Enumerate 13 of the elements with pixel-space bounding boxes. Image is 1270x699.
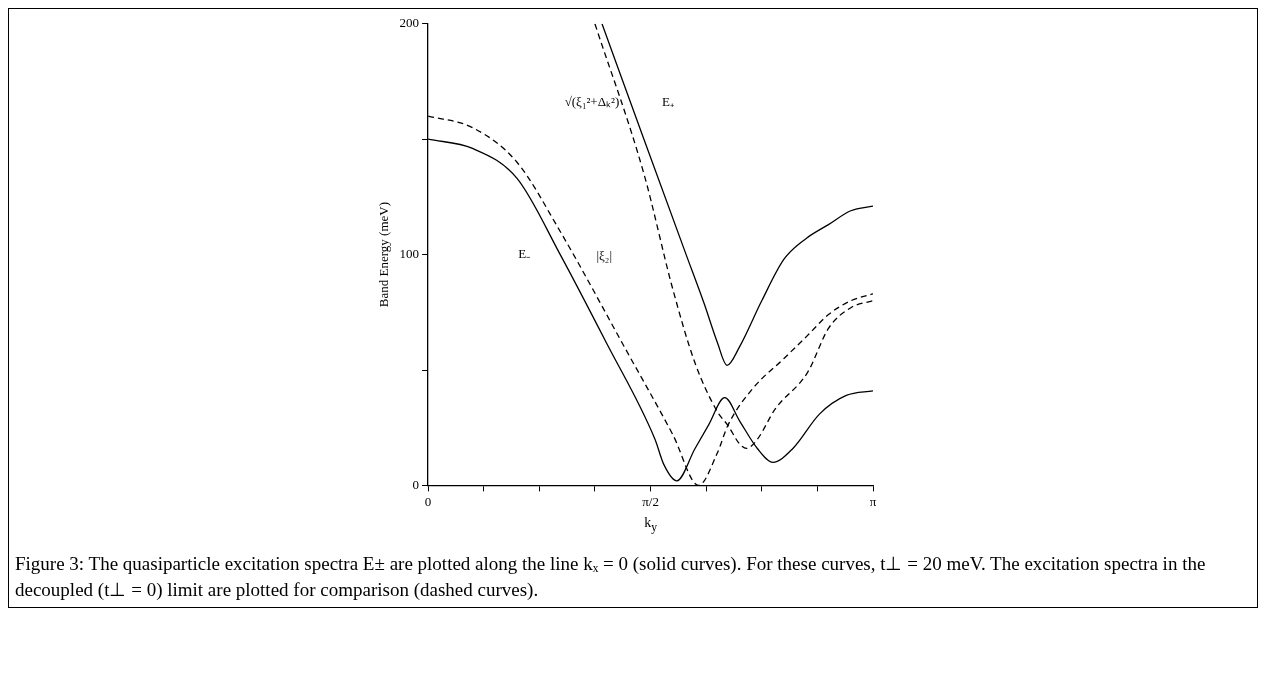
series-label: |ξ₂| [596, 247, 612, 263]
y-tick-label: 0 [412, 476, 420, 492]
caption: Figure 3: The quasiparticle excitation spectra E± are plotted along the line kₓ = 0 (solid curves). For these curves, t⊥ = 20 meV. The excitation spectra in the decoupled (t⊥ = 0) limit are plotted for comparison (dashed curves). [15, 552, 1207, 602]
series-label: √(ξ₁²+Δₖ²) [564, 94, 620, 110]
x-tick-label: 0 [424, 493, 432, 509]
y-tick-label: 200 [399, 15, 420, 31]
text: E₊ [661, 93, 674, 109]
y-axis-title: Band Energy (meV) [376, 202, 392, 308]
y-tick-label: 100 [399, 246, 420, 262]
x-tick-label: π/2 [642, 493, 659, 509]
x-axis-title: k$_{y}$ [644, 515, 657, 534]
series-label: E₋ [518, 246, 531, 262]
x-tick-label: π [869, 493, 877, 509]
